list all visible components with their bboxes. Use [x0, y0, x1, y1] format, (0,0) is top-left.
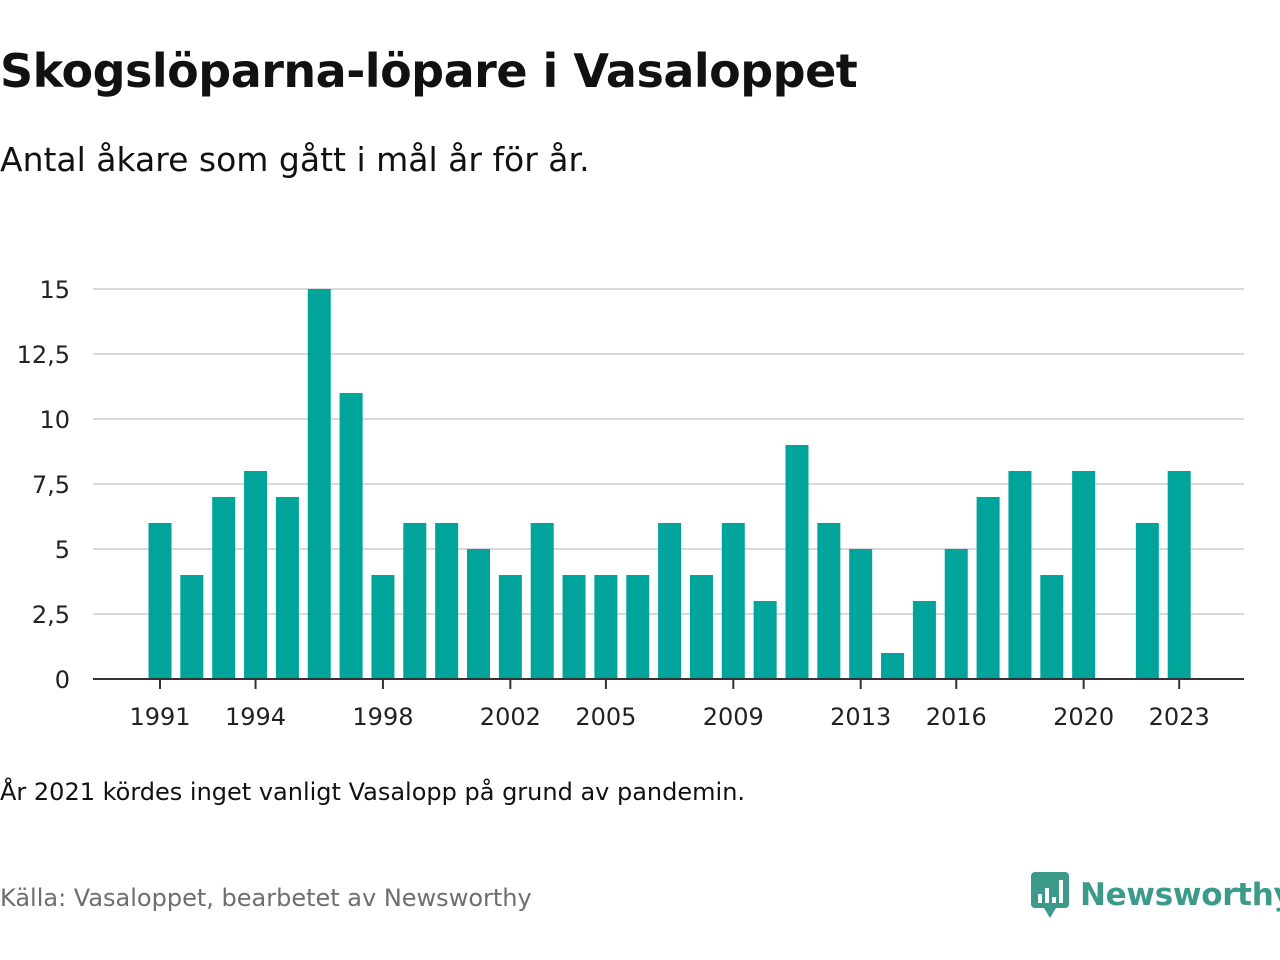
bar: [881, 653, 905, 679]
bar: [1040, 575, 1064, 679]
bar: [912, 601, 936, 679]
y-tick-label: 12,5: [17, 341, 70, 369]
bar: [1167, 471, 1191, 679]
y-tick-label: 5: [55, 536, 70, 564]
bar: [753, 601, 777, 679]
bars: [148, 289, 1191, 679]
bar: [849, 549, 873, 679]
bar: [1135, 523, 1159, 679]
bar: [626, 575, 650, 679]
x-tick-label: 2009: [703, 703, 764, 731]
newsworthy-logo: Newsworthy: [1030, 870, 1280, 920]
bar: [435, 523, 459, 679]
x-tick-label: 2020: [1053, 703, 1114, 731]
y-tick-label: 7,5: [32, 471, 70, 499]
bar: [498, 575, 522, 679]
bar: [594, 575, 618, 679]
bar: [817, 523, 841, 679]
footnote: År 2021 kördes inget vanligt Vasalopp på…: [0, 778, 746, 806]
bar: [1072, 471, 1096, 679]
x-tick-label: 2005: [575, 703, 636, 731]
bar: [244, 471, 268, 679]
bar: [180, 575, 204, 679]
bar: [403, 523, 427, 679]
axes: 0 2,5 5 7,5 10 12,5 15 1991 1994 1998 2002 2005 2009…: [17, 276, 1244, 731]
bar: [148, 523, 172, 679]
bar: [530, 523, 554, 679]
x-tick-label: 1998: [352, 703, 413, 731]
bar: [371, 575, 395, 679]
bar: [785, 445, 809, 679]
x-tick-label: 1994: [225, 703, 286, 731]
chart-title: Skogslöparna-löpare i Vasaloppet: [0, 44, 858, 98]
bar: [275, 497, 299, 679]
x-tick-label: 1991: [129, 703, 190, 731]
bar-chart: 0 2,5 5 7,5 10 12,5 15 1991 1994 1998 2002 2005 2009…: [17, 276, 1244, 731]
bar: [658, 523, 682, 679]
y-tick-label: 15: [39, 276, 70, 304]
bar: [721, 523, 745, 679]
x-tick-label: 2023: [1149, 703, 1210, 731]
x-tick-label: 2002: [480, 703, 541, 731]
source-credit: Källa: Vasaloppet, bearbetet av Newswort…: [0, 884, 532, 912]
y-tick-label: 2,5: [32, 601, 70, 629]
bar: [689, 575, 713, 679]
bar: [562, 575, 586, 679]
bar: [1008, 471, 1032, 679]
newsworthy-logo-text: Newsworthy: [1080, 877, 1280, 913]
x-tick-label: 2016: [926, 703, 987, 731]
x-tick-label: 2013: [830, 703, 891, 731]
chart-subtitle: Antal åkare som gått i mål år för år.: [0, 140, 590, 179]
bar: [339, 393, 363, 679]
bar: [307, 289, 331, 679]
y-tick-label: 10: [39, 406, 70, 434]
bar: [467, 549, 490, 679]
bar: [212, 497, 236, 679]
bar: [944, 549, 968, 679]
newsworthy-logo-icon: [1031, 872, 1069, 918]
y-tick-label: 0: [55, 666, 70, 694]
bar: [976, 497, 1000, 679]
